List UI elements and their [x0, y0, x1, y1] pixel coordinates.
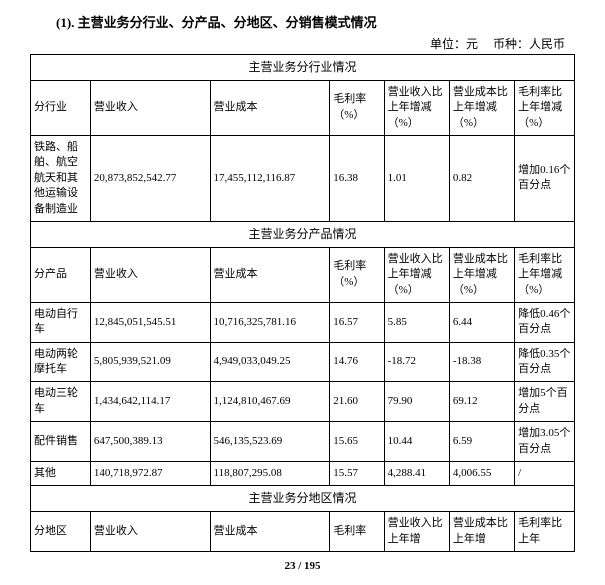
cell: 118,807,295.08 — [210, 462, 330, 486]
cell: 4,006.55 — [449, 462, 514, 486]
cell: 15.65 — [330, 422, 384, 462]
cell: 140,718,972.87 — [90, 462, 210, 486]
cell: 16.38 — [330, 135, 384, 221]
section-title: (1). 主营业务分行业、分产品、分地区、分销售模式情况 — [30, 12, 575, 31]
cell: 电动自行车 — [31, 302, 91, 342]
col-header: 营业收入 — [90, 80, 210, 135]
col-header: 营业成本比上年增减（%） — [449, 247, 514, 302]
col-header: 营业成本 — [210, 247, 330, 302]
col-header: 毛利率比上年 — [515, 512, 575, 552]
cell: 14.76 — [330, 342, 384, 382]
cell: 增加3.05个百分点 — [515, 422, 575, 462]
cell: 546,135,523.69 — [210, 422, 330, 462]
cell: 20,873,852,542.77 — [90, 135, 210, 221]
cell: 17,455,112,116.87 — [210, 135, 330, 221]
col-header: 分行业 — [31, 80, 91, 135]
cell: 16.57 — [330, 302, 384, 342]
cell: 15.57 — [330, 462, 384, 486]
cell: 4,949,033,049.25 — [210, 342, 330, 382]
cell: 配件销售 — [31, 422, 91, 462]
cell: 1,434,642,114.17 — [90, 382, 210, 422]
cell: -18.38 — [449, 342, 514, 382]
col-header: 毛利率 — [330, 512, 384, 552]
cell: 4,288.41 — [384, 462, 449, 486]
cell: 5,805,939,521.09 — [90, 342, 210, 382]
col-header: 营业成本 — [210, 512, 330, 552]
cell: 10.44 — [384, 422, 449, 462]
cell: 647,500,389.13 — [90, 422, 210, 462]
cell: 79.90 — [384, 382, 449, 422]
cell: 铁路、船舶、航空航天和其他运输设备制造业 — [31, 135, 91, 221]
cell: 增加5个百分点 — [515, 382, 575, 422]
col-header: 营业成本 — [210, 80, 330, 135]
col-header: 毛利率比上年增减（%） — [515, 80, 575, 135]
cell: 69.12 — [449, 382, 514, 422]
col-header: 营业收入 — [90, 512, 210, 552]
cell: 电动两轮摩托车 — [31, 342, 91, 382]
col-header: 营业收入比上年增减（%） — [384, 247, 449, 302]
industry-header-row: 分行业 营业收入 营业成本 毛利率（%） 营业收入比上年增减（%） 营业成本比上… — [31, 80, 575, 135]
cell: 电动三轮车 — [31, 382, 91, 422]
col-header: 分地区 — [31, 512, 91, 552]
cell: 6.44 — [449, 302, 514, 342]
cell: 0.82 — [449, 135, 514, 221]
product-row: 其他 140,718,972.87 118,807,295.08 15.57 4… — [31, 462, 575, 486]
region-section-header: 主营业务分地区情况 — [31, 486, 575, 512]
cell: 增加0.16个百分点 — [515, 135, 575, 221]
cell: 21.60 — [330, 382, 384, 422]
product-row: 电动三轮车 1,434,642,114.17 1,124,810,467.69 … — [31, 382, 575, 422]
cell: 其他 — [31, 462, 91, 486]
cell: / — [515, 462, 575, 486]
cell: 降低0.46个百分点 — [515, 302, 575, 342]
col-header: 毛利率（%） — [330, 80, 384, 135]
product-row: 配件销售 647,500,389.13 546,135,523.69 15.65… — [31, 422, 575, 462]
col-header: 营业收入比上年增减（%） — [384, 80, 449, 135]
region-header-row: 分地区 营业收入 营业成本 毛利率 营业收入比上年增 营业成本比上年增 毛利率比… — [31, 512, 575, 552]
cell: 12,845,051,545.51 — [90, 302, 210, 342]
cell: 5.85 — [384, 302, 449, 342]
cell: 降低0.35个百分点 — [515, 342, 575, 382]
industry-row: 铁路、船舶、航空航天和其他运输设备制造业 20,873,852,542.77 1… — [31, 135, 575, 221]
product-row: 电动两轮摩托车 5,805,939,521.09 4,949,033,049.2… — [31, 342, 575, 382]
main-business-table: 主营业务分行业情况 分行业 营业收入 营业成本 毛利率（%） 营业收入比上年增减… — [30, 54, 575, 552]
product-section-header: 主营业务分产品情况 — [31, 221, 575, 247]
cell: -18.72 — [384, 342, 449, 382]
col-header: 营业成本比上年增 — [449, 512, 514, 552]
product-row: 电动自行车 12,845,051,545.51 10,716,325,781.1… — [31, 302, 575, 342]
cell: 6.59 — [449, 422, 514, 462]
cell: 1.01 — [384, 135, 449, 221]
col-header: 营业收入比上年增 — [384, 512, 449, 552]
product-header-row: 分产品 营业收入 营业成本 毛利率（%） 营业收入比上年增减（%） 营业成本比上… — [31, 247, 575, 302]
page-footer: 23 / 195 — [30, 560, 575, 572]
col-header: 毛利率比上年增减（%） — [515, 247, 575, 302]
col-header: 分产品 — [31, 247, 91, 302]
cell: 10,716,325,781.16 — [210, 302, 330, 342]
unit-label: 单位：元 币种：人民币 — [30, 35, 575, 52]
col-header: 营业成本比上年增减（%） — [449, 80, 514, 135]
col-header: 毛利率（%） — [330, 247, 384, 302]
industry-section-header: 主营业务分行业情况 — [31, 55, 575, 81]
col-header: 营业收入 — [90, 247, 210, 302]
cell: 1,124,810,467.69 — [210, 382, 330, 422]
